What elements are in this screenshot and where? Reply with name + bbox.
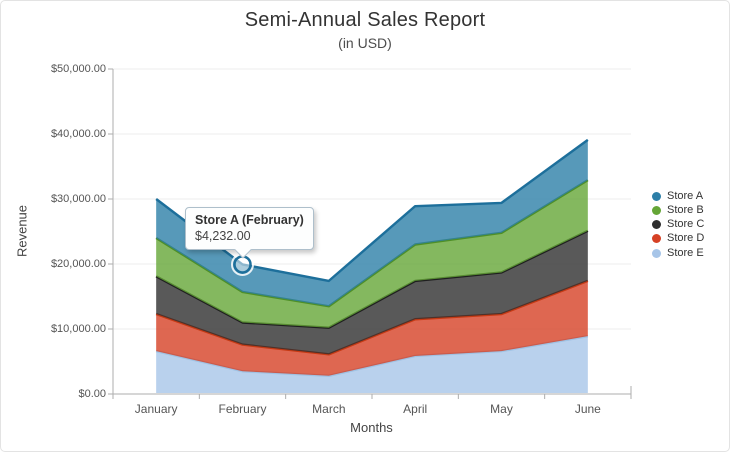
legend-dot-icon — [652, 191, 661, 201]
chart-subtitle: (in USD) — [338, 35, 392, 51]
legend-dot-icon — [652, 234, 661, 244]
y-tick-label: $50,000.00 — [50, 63, 106, 75]
legend-label: Store E — [667, 246, 704, 259]
legend-dot-icon — [652, 248, 661, 258]
tooltip: Store A (February) $4,232.00 — [185, 207, 314, 258]
chart-title: Semi-Annual Sales Report — [244, 9, 486, 31]
x-tick-label: January — [134, 402, 178, 416]
area-store-e[interactable] — [156, 336, 588, 393]
tooltip-title: Store A (February) — [195, 213, 304, 227]
legend-dot-icon — [652, 205, 661, 215]
legend: Store A Store B Store C Store D Store E — [652, 189, 704, 260]
area-store-d[interactable] — [156, 280, 588, 376]
legend-label: Store D — [667, 232, 705, 245]
x-tick-label: April — [403, 402, 428, 416]
x-tick-label: June — [574, 402, 601, 416]
x-axis-title: Months — [350, 420, 393, 435]
y-tick-label: $40,000.00 — [50, 128, 106, 140]
area-store-c[interactable] — [156, 230, 588, 355]
legend-label: Store C — [667, 218, 705, 231]
y-tick-label: $10,000.00 — [50, 323, 106, 335]
area-line-store-a — [155, 138, 589, 283]
area-store-b[interactable] — [156, 180, 588, 328]
y-axis-title: Revenue — [14, 204, 30, 258]
tooltip-value: $4,232.00 — [195, 229, 251, 243]
area-store-a[interactable] — [156, 139, 588, 307]
legend-item-store-c[interactable]: Store C — [652, 218, 704, 232]
legend-item-store-d[interactable]: Store D — [652, 232, 704, 246]
legend-label: Store A — [667, 189, 704, 202]
legend-item-store-b[interactable]: Store B — [652, 203, 704, 217]
legend-item-store-e[interactable]: Store E — [652, 246, 704, 260]
x-tick-label: May — [490, 402, 513, 416]
y-tick-label: $0.00 — [78, 388, 106, 400]
legend-label: Store B — [667, 203, 704, 216]
legend-dot-icon — [652, 220, 661, 230]
x-tick-label: March — [312, 402, 346, 416]
y-tick-label: $20,000.00 — [50, 258, 106, 270]
x-tick-label: February — [218, 402, 267, 416]
legend-item-store-a[interactable]: Store A — [652, 189, 704, 203]
y-tick-label: $30,000.00 — [50, 193, 106, 205]
